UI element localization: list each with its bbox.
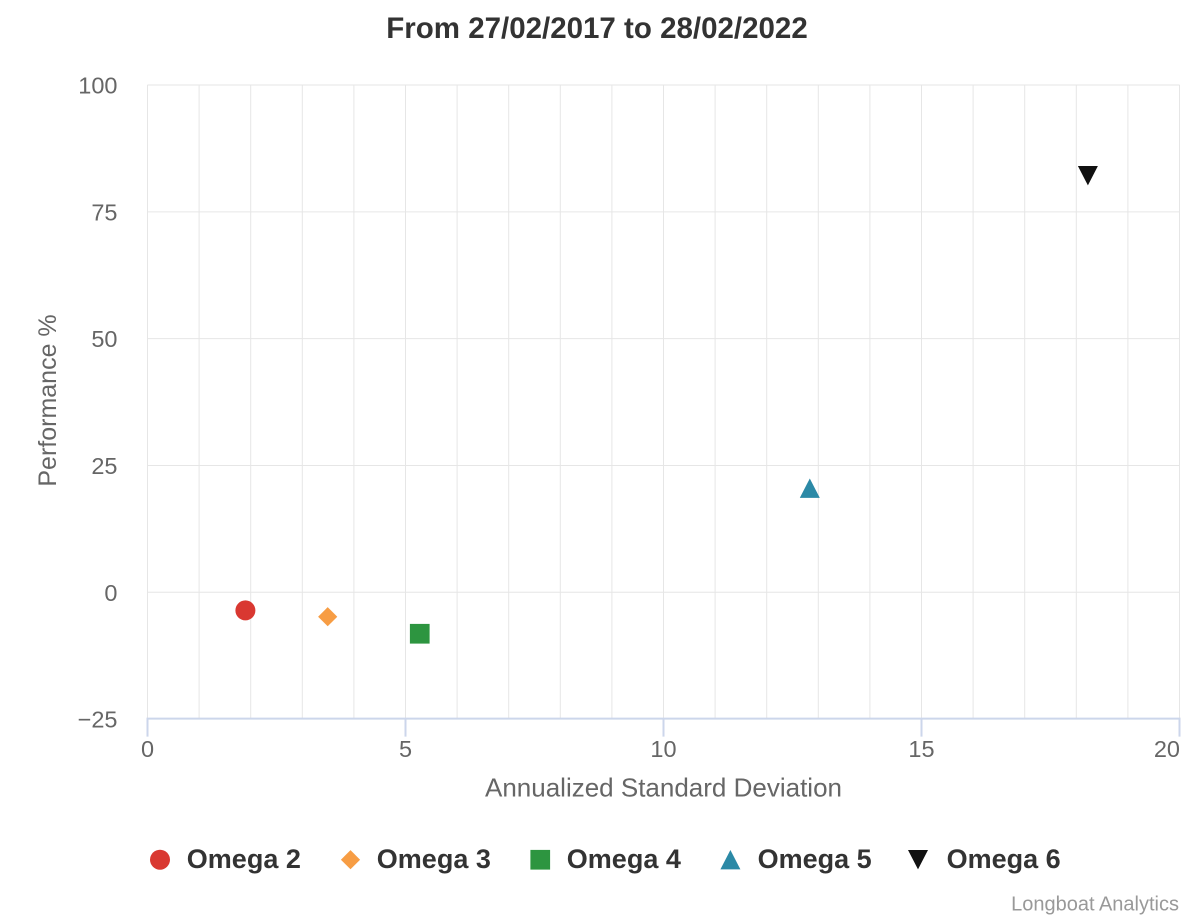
svg-text:Annualized Standard Deviation: Annualized Standard Deviation bbox=[485, 773, 842, 803]
svg-text:Omega 4: Omega 4 bbox=[567, 844, 681, 874]
svg-text:50: 50 bbox=[91, 326, 117, 352]
svg-text:Omega 6: Omega 6 bbox=[947, 844, 1061, 874]
svg-text:10: 10 bbox=[650, 736, 676, 762]
svg-text:Longboat Analytics: Longboat Analytics bbox=[1011, 894, 1179, 916]
svg-text:Performance %: Performance % bbox=[34, 314, 62, 486]
svg-text:0: 0 bbox=[141, 736, 154, 762]
svg-text:25: 25 bbox=[91, 453, 117, 479]
svg-text:75: 75 bbox=[91, 199, 117, 225]
svg-text:100: 100 bbox=[78, 73, 117, 99]
svg-text:Omega 2: Omega 2 bbox=[187, 844, 301, 874]
svg-text:From 27/02/2017 to 28/02/2022: From 27/02/2017 to 28/02/2022 bbox=[386, 12, 807, 45]
svg-text:5: 5 bbox=[399, 736, 412, 762]
svg-text:20: 20 bbox=[1154, 736, 1180, 762]
svg-text:Omega 5: Omega 5 bbox=[758, 844, 872, 874]
svg-text:Omega 3: Omega 3 bbox=[377, 844, 491, 874]
svg-text:0: 0 bbox=[104, 580, 117, 606]
svg-text:15: 15 bbox=[908, 736, 934, 762]
svg-text:−25: −25 bbox=[78, 707, 118, 733]
